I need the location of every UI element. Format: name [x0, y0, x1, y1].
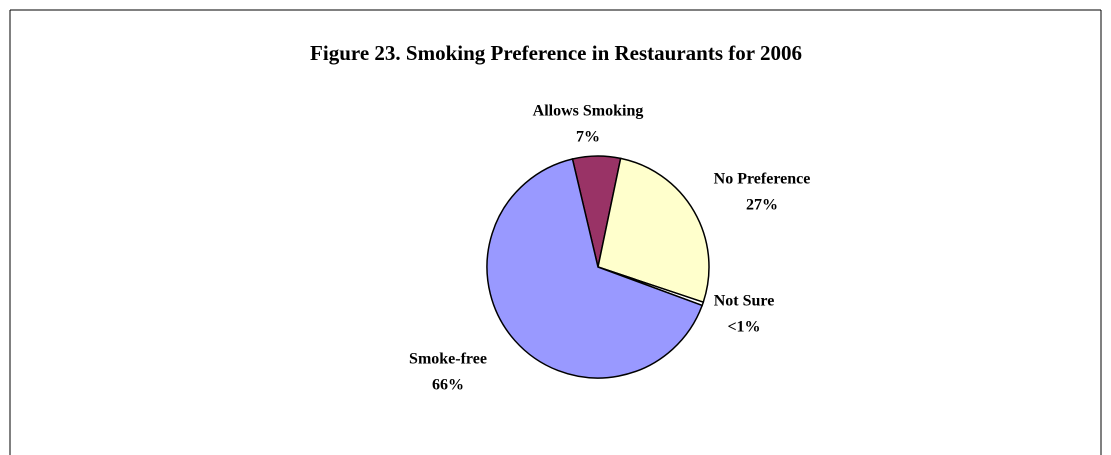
- slice-value-label: 27%: [746, 197, 778, 214]
- slice-value-label: 7%: [576, 129, 600, 146]
- slice-value-label: 66%: [432, 377, 464, 394]
- slice-value-label: <1%: [727, 319, 760, 336]
- slice-label: Smoke-free: [409, 351, 487, 368]
- slice-label: Allows Smoking: [533, 103, 644, 120]
- slice-label: Not Sure: [714, 293, 775, 310]
- slice-label: No Preference: [714, 171, 811, 188]
- chart-title: Figure 23. Smoking Preference in Restaur…: [310, 41, 802, 65]
- pie-slice: [597, 157, 710, 304]
- pie-slice: [486, 158, 704, 379]
